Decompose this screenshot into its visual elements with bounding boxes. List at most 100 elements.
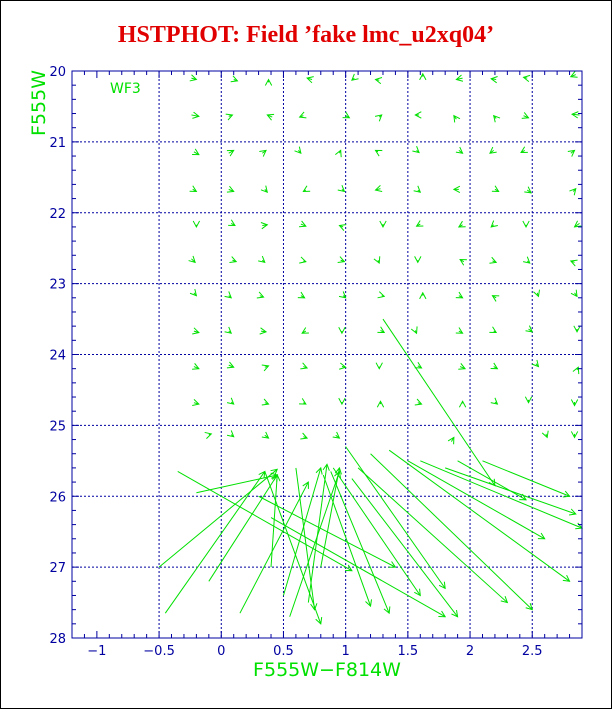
shift-vector — [521, 112, 530, 119]
shift-vector-head — [490, 397, 499, 405]
shift-vector — [458, 363, 467, 370]
shift-vector — [332, 431, 341, 439]
shift-vector-head — [570, 111, 579, 119]
shift-vector-head — [188, 255, 196, 264]
chart-title: HSTPHOT: Field ’fake lmc_u2xq04’ — [117, 22, 495, 48]
shift-vector-head — [562, 574, 571, 582]
shift-vector-head — [569, 259, 578, 267]
shift-vector-shaft — [456, 77, 463, 80]
shift-vector-head — [339, 362, 347, 370]
shift-vector-head — [365, 599, 373, 608]
shift-vector — [490, 76, 498, 84]
shift-vector — [457, 220, 466, 228]
shift-vector-head — [489, 326, 498, 334]
shift-vector-head — [259, 149, 267, 157]
shift-vector — [191, 111, 200, 119]
shift-vector-head — [259, 327, 268, 335]
shift-vector-head — [258, 470, 266, 479]
shift-vector — [420, 460, 583, 530]
shift-vector-shaft — [282, 467, 322, 596]
shift-vector-head — [455, 74, 464, 82]
shift-vector-head — [261, 364, 270, 372]
shift-vector-head — [520, 146, 528, 154]
shift-vector-head — [189, 288, 198, 297]
shift-vector-shaft — [322, 474, 372, 607]
shift-vector-shaft — [382, 318, 496, 486]
shift-vector-head — [414, 256, 422, 264]
shift-vector-head — [338, 224, 347, 231]
shift-vector — [297, 291, 306, 299]
y-tick-label: 20 — [49, 65, 66, 80]
shift-vector-head — [524, 396, 533, 404]
shift-vector-head — [490, 362, 499, 370]
shift-vector-head — [531, 359, 540, 368]
shift-vector-shaft — [388, 449, 570, 582]
shift-vector — [294, 146, 302, 155]
shift-vector-head — [570, 289, 578, 298]
shift-vector — [261, 398, 270, 406]
shift-vector-head — [226, 397, 235, 405]
shift-vector — [260, 222, 269, 230]
shift-vector-head — [266, 113, 275, 121]
shift-vector — [520, 146, 528, 154]
shift-vector — [569, 187, 577, 196]
shift-vector — [377, 291, 386, 299]
shift-vector-head — [570, 399, 579, 407]
shift-vector-head — [294, 146, 302, 155]
shift-vector-head — [224, 326, 233, 334]
shift-vector — [572, 366, 580, 375]
shift-vector — [229, 256, 238, 264]
shift-vector — [259, 327, 268, 335]
shift-vector-head — [459, 259, 467, 266]
shift-vector-head — [451, 609, 459, 618]
shift-vector-head — [335, 149, 342, 158]
shift-vector-head — [351, 73, 359, 81]
shift-vector-shaft — [482, 460, 570, 497]
shift-vector — [351, 478, 459, 618]
x-tick-label: 0 — [217, 644, 225, 659]
shift-vector — [375, 362, 383, 370]
shift-vector-head — [338, 327, 346, 335]
shift-vector — [306, 76, 314, 84]
shift-vector — [569, 259, 578, 267]
shift-vector-head — [189, 185, 198, 193]
shift-vector-head — [261, 398, 270, 406]
shift-vector — [226, 430, 235, 438]
x-tick-label: 1.5 — [398, 644, 419, 659]
shift-vector — [573, 220, 582, 228]
x-tick-label: 2 — [466, 644, 474, 659]
shift-vector-head — [379, 220, 387, 228]
shift-vector-shaft — [158, 468, 278, 568]
shift-vector-head — [192, 111, 200, 119]
shift-vector — [455, 327, 464, 334]
shift-vector — [410, 326, 418, 335]
shift-vector-head — [524, 186, 532, 194]
shift-vector — [224, 291, 233, 299]
grid-lines — [72, 71, 582, 638]
shift-vector-shaft — [572, 113, 580, 116]
shift-vector-head — [457, 220, 466, 228]
shift-vector-head — [300, 432, 309, 440]
shift-vector-head — [297, 291, 306, 299]
shift-vector-shaft — [351, 478, 459, 618]
shift-vector-shaft — [407, 460, 545, 540]
shift-vector-shaft — [270, 474, 278, 568]
shift-vector — [192, 327, 200, 335]
shift-vector-head — [298, 111, 307, 119]
shift-vector-head — [299, 398, 307, 405]
shift-vector-head — [492, 114, 501, 123]
y-axis-label: F555W — [28, 70, 50, 136]
shift-vector — [492, 114, 501, 123]
shift-vector — [226, 361, 235, 369]
shift-vector — [373, 256, 381, 265]
y-tick-label: 24 — [49, 349, 66, 364]
shift-vector — [230, 75, 239, 83]
shift-vector — [388, 449, 571, 582]
shift-vector — [491, 295, 500, 302]
shift-vector — [569, 71, 578, 78]
shift-vector — [541, 430, 549, 439]
shift-vector-head — [228, 219, 236, 227]
shift-vector — [413, 185, 422, 193]
shift-vector-head — [226, 430, 235, 438]
shift-vector-head — [192, 327, 200, 335]
